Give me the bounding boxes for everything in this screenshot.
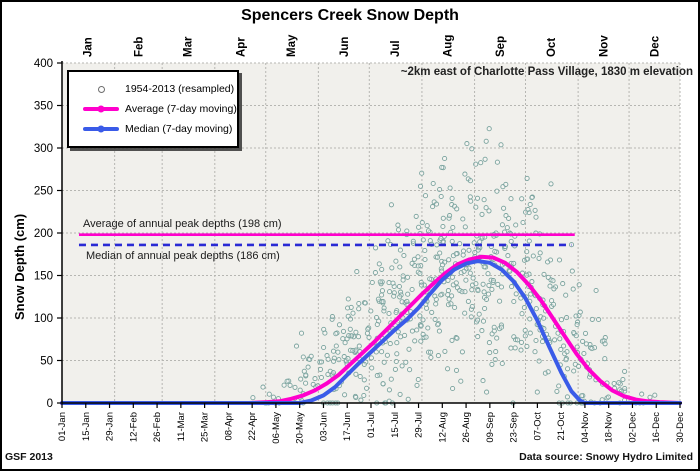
month-label: Mar <box>183 36 195 57</box>
median-peak-annotation: Median of annual peak depths (186 cm) <box>86 250 280 262</box>
x-tick-label: 20-May <box>295 412 306 444</box>
x-tick-label: 26-Aug <box>461 412 472 443</box>
y-tick-label: 150 <box>34 271 53 283</box>
month-label: Jun <box>339 37 351 57</box>
legend-label: 1954-2013 (resampled) <box>125 83 235 95</box>
month-label: May <box>286 34 298 57</box>
x-tick-label: 06-May <box>271 412 282 444</box>
month-label: Apr <box>235 37 247 57</box>
location-note: ~2km east of Charlotte Pass Village, 183… <box>400 66 693 78</box>
y-tick-label: 100 <box>34 313 53 325</box>
x-tick-label: 30-Dec <box>675 412 686 443</box>
month-label: Nov <box>599 35 611 57</box>
month-label: Dec <box>650 35 662 57</box>
scatter-points <box>250 126 658 406</box>
y-tick-label: 50 <box>40 356 53 368</box>
x-tick-label: 01-Jul <box>366 412 377 438</box>
data-source-credit: Data source: Snowy Hydro Limited <box>519 451 693 463</box>
y-tick-label: 0 <box>47 398 53 410</box>
x-tick-label: 03-Jun <box>318 412 329 441</box>
y-axis-title: Snow Depth (cm) <box>12 213 27 320</box>
x-tick-label: 25-Mar <box>200 412 211 442</box>
x-tick-label: 23-Sep <box>509 412 520 443</box>
y-tick-label: 300 <box>34 143 53 155</box>
legend-item-median: Median (7-day moving) <box>77 119 233 139</box>
average-peak-annotation: Average of annual peak depths (198 cm) <box>83 218 282 230</box>
y-tick-label: 200 <box>34 228 53 240</box>
x-tick-label: 22-Apr <box>247 412 258 441</box>
x-tick-label: 18-Nov <box>604 412 615 443</box>
x-tick-label: 11-Mar <box>176 412 187 441</box>
x-tick-label: 15-Jan <box>81 412 92 441</box>
month-label: Oct <box>546 38 558 57</box>
x-tick-label: 01-Jan <box>57 412 68 441</box>
month-label: Sep <box>495 36 507 57</box>
x-tick-label: 07-Oct <box>532 412 543 441</box>
x-tick-label: 09-Sep <box>485 412 496 443</box>
x-tick-label: 21-Oct <box>556 412 567 441</box>
scatter-marker-icon <box>77 85 125 93</box>
x-tick-label: 29-Jul <box>414 412 425 438</box>
legend-item-observations: 1954-2013 (resampled) <box>77 79 234 99</box>
median-line-icon <box>77 127 125 131</box>
month-label: Jan <box>82 37 94 57</box>
x-tick-label: 12-Feb <box>128 412 139 442</box>
x-tick-label: 04-Nov <box>580 412 591 443</box>
median-curve <box>60 259 682 405</box>
average-curve <box>60 254 682 405</box>
month-label: Jul <box>390 40 402 57</box>
y-tick-label: 400 <box>34 58 53 70</box>
legend-label: Average (7-day moving) <box>125 103 237 115</box>
x-tick-label: 29-Jan <box>105 412 116 441</box>
x-tick-label: 17-Jun <box>342 412 353 441</box>
month-label: Feb <box>133 37 145 57</box>
x-tick-label: 26-Feb <box>152 412 163 442</box>
x-tick-label: 15-Jul <box>390 412 401 438</box>
month-label: Aug <box>442 35 454 57</box>
y-tick-label: 350 <box>34 101 53 113</box>
x-tick-label: 16-Dec <box>651 412 662 443</box>
author-credit: GSF 2013 <box>5 451 53 463</box>
x-tick-label: 12-Aug <box>437 412 448 443</box>
x-tick-label: 08-Apr <box>223 412 234 441</box>
legend-item-average: Average (7-day moving) <box>77 99 237 119</box>
page-title: Spencers Creek Snow Depth <box>241 7 459 24</box>
x-tick-label: 02-Dec <box>627 412 638 443</box>
y-tick-label: 250 <box>34 186 53 198</box>
legend-box: 1954-2013 (resampled) Average (7-day mov… <box>67 70 239 148</box>
average-line-icon <box>77 107 125 111</box>
legend-label: Median (7-day moving) <box>125 123 233 135</box>
